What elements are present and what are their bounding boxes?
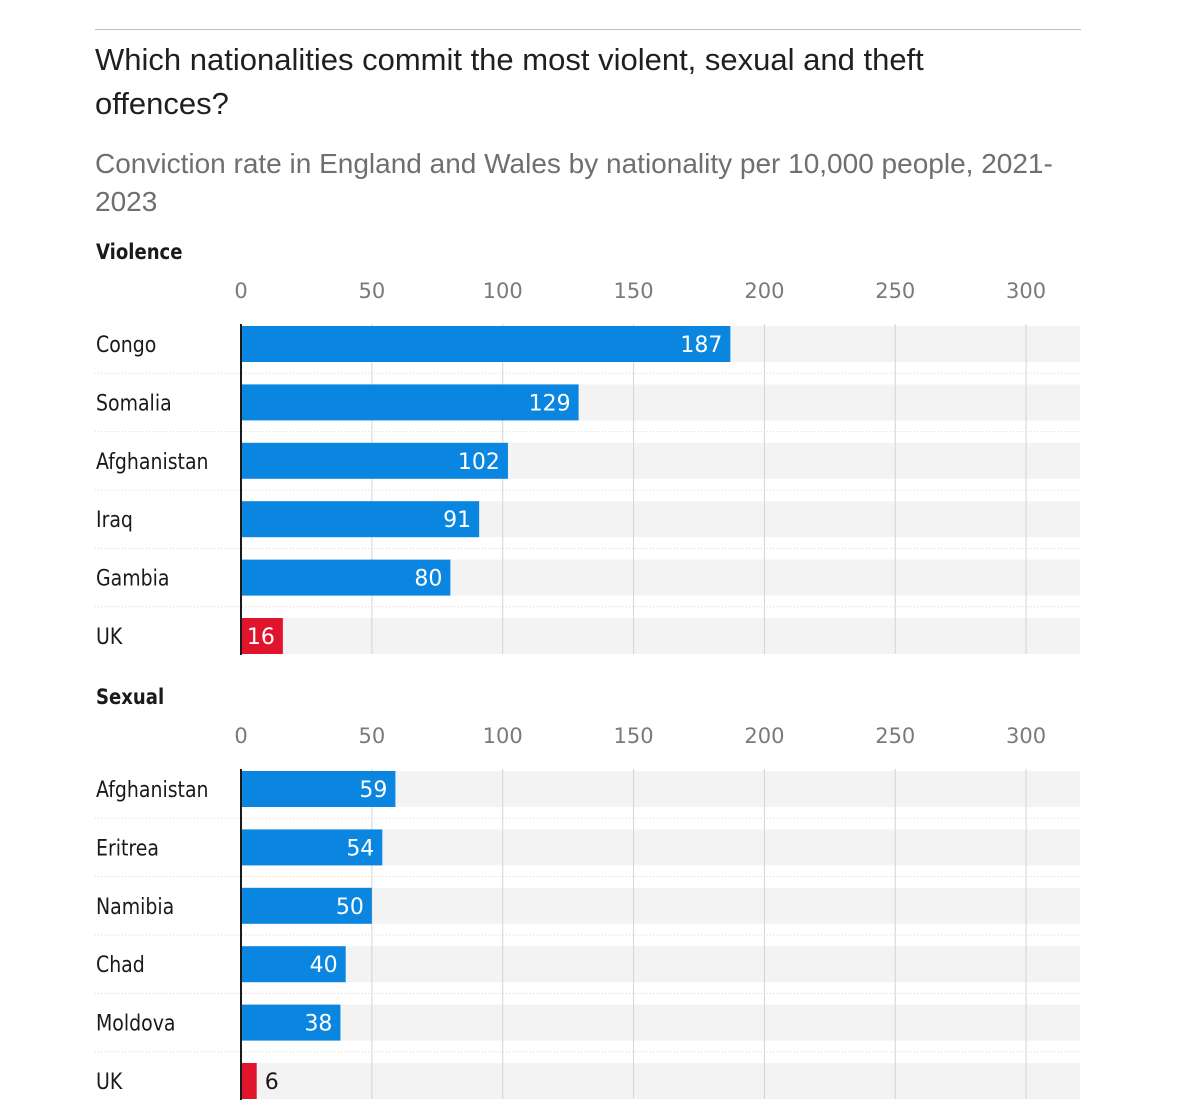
panel-title-sexual: Sexual xyxy=(96,685,165,709)
bar-track xyxy=(241,1004,1080,1041)
bar-moldova xyxy=(241,1004,341,1041)
violence-panel: Violence 0 50 100 150 200 250 300 Congo 187 Somal… xyxy=(0,238,1199,655)
value-label: 129 xyxy=(529,391,571,416)
value-label: 59 xyxy=(359,778,387,803)
bar-chad xyxy=(241,946,346,983)
chart-title: Which nationalities commit the most viol… xyxy=(95,42,924,121)
category-label: Iraq xyxy=(96,507,133,533)
category-label: UK xyxy=(96,1069,123,1095)
value-label: 40 xyxy=(310,953,338,978)
x-tick-label: 300 xyxy=(1006,279,1046,303)
x-tick-label: 300 xyxy=(1006,724,1046,748)
value-label: 16 xyxy=(247,625,275,650)
value-label: 80 xyxy=(414,567,442,592)
top-rule xyxy=(95,29,1081,30)
x-tick-label: 50 xyxy=(358,279,385,303)
category-label: Congo xyxy=(96,332,156,358)
value-label: 187 xyxy=(680,333,722,358)
category-label: Eritrea xyxy=(96,835,159,861)
x-tick-label: 0 xyxy=(234,279,247,303)
chart-subtitle: Conviction rate in England and Wales by … xyxy=(95,148,1053,217)
bar-somalia xyxy=(241,384,579,421)
category-label: Namibia xyxy=(96,893,174,919)
x-tick-label: 100 xyxy=(483,279,523,303)
bar-track xyxy=(241,887,1080,924)
category-label: Afghanistan xyxy=(96,448,209,474)
value-label: 91 xyxy=(443,508,471,533)
bar-track xyxy=(241,618,1080,654)
bar-track xyxy=(241,946,1080,983)
bar-afghanistan xyxy=(241,771,396,807)
bar-congo xyxy=(241,326,731,362)
x-tick-label: 150 xyxy=(614,279,654,303)
x-tick-label: 250 xyxy=(875,724,915,748)
value-label: 50 xyxy=(336,895,364,920)
x-tick-label: 200 xyxy=(744,724,784,748)
sexual-panel: Sexual 0 50 100 150 200 250 300 Afghanistan 59 Er… xyxy=(0,683,1199,1100)
violence-chart: 0 50 100 150 200 250 300 Congo 187 Somalia 129 Afgh… xyxy=(95,279,1080,655)
bar-namibia xyxy=(241,887,372,924)
category-label: Chad xyxy=(96,952,145,978)
x-tick-label: 200 xyxy=(744,279,784,303)
x-tick-label: 50 xyxy=(358,724,385,748)
bar-eritrea xyxy=(241,829,383,866)
value-label: 38 xyxy=(304,1012,332,1037)
category-label: UK xyxy=(96,624,123,650)
category-label: Afghanistan xyxy=(96,777,209,803)
bar-uk xyxy=(241,618,283,654)
value-label: 54 xyxy=(346,836,374,861)
value-label: 6 xyxy=(265,1070,279,1095)
category-label: Gambia xyxy=(96,565,169,591)
value-label: 102 xyxy=(458,450,500,475)
x-tick-label: 100 xyxy=(483,724,523,748)
bar-iraq xyxy=(241,501,480,538)
bar-afghanistan xyxy=(241,442,508,479)
bar-gambia xyxy=(241,559,451,596)
x-tick-label: 0 xyxy=(234,724,247,748)
bar-track xyxy=(241,1063,1080,1099)
category-label: Somalia xyxy=(96,390,172,416)
x-tick-label: 250 xyxy=(875,279,915,303)
category-label: Moldova xyxy=(96,1010,175,1036)
panel-title-violence: Violence xyxy=(96,240,183,264)
sexual-chart: 0 50 100 150 200 250 300 Afghanistan 59 Eritrea 54… xyxy=(95,724,1080,1100)
bar-uk xyxy=(241,1063,257,1099)
x-tick-label: 150 xyxy=(614,724,654,748)
